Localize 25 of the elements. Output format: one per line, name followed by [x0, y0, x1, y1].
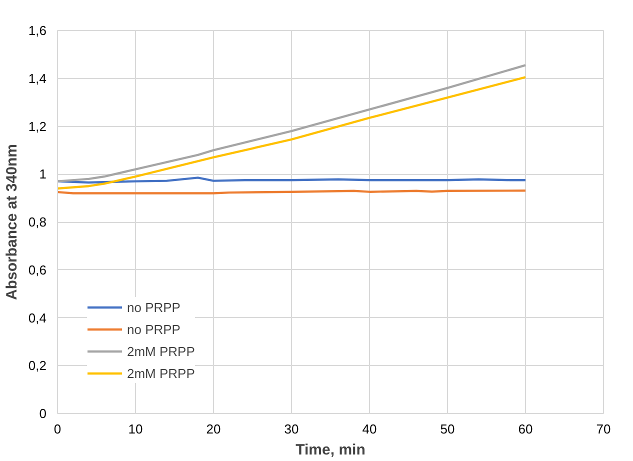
- y-tick-label: 0,6: [28, 262, 47, 278]
- legend-label: 2mM PRPP: [127, 366, 195, 380]
- y-tick-label: 0: [39, 406, 47, 421]
- x-tick-label: 20: [206, 422, 221, 436]
- y-tick-label: 1,6: [28, 23, 47, 38]
- y-tick-label: 0,4: [28, 310, 47, 326]
- legend-label: 2mM PRPP: [127, 344, 195, 358]
- x-tick-label: 40: [362, 422, 377, 436]
- y-tick-label: 1: [39, 166, 47, 182]
- y-tick-label: 1,4: [28, 70, 47, 86]
- y-axis-title: Absorbance at 340nm: [3, 144, 20, 300]
- x-axis-title: Time, min: [296, 442, 366, 458]
- x-tick-label: 30: [284, 422, 299, 436]
- y-tick-label: 0,8: [28, 214, 47, 230]
- x-tick-label: 0: [54, 422, 62, 436]
- y-tick-label: 0,2: [28, 358, 47, 374]
- x-tick-label: 70: [596, 422, 611, 436]
- y-tick-label: 1,2: [28, 118, 47, 134]
- x-tick-label: 10: [128, 422, 143, 436]
- legend-label: no PRPP: [127, 300, 180, 314]
- line-series: [58, 76, 527, 190]
- x-tick-label: 50: [440, 422, 455, 436]
- legend-label: no PRPP: [127, 322, 180, 336]
- line-series: [58, 64, 527, 182]
- x-tick-label: 60: [518, 422, 533, 436]
